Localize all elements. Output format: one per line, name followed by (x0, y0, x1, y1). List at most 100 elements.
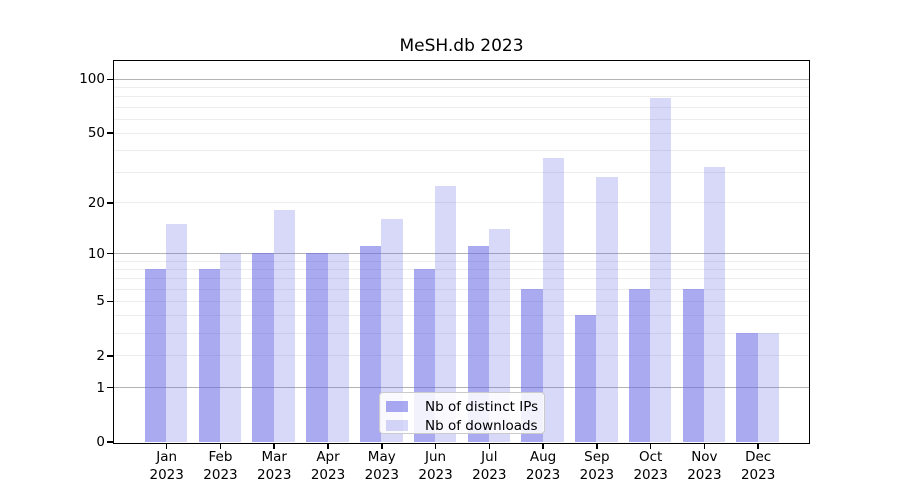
x-tick-month: Jun (425, 449, 447, 465)
x-tick-label-aug: Aug 2023 (511, 449, 575, 484)
minor-gridline-50 (114, 132, 809, 134)
x-tick-year: 2023 (364, 466, 399, 483)
bar-jan-downloads (166, 223, 188, 442)
x-tick-month: Jan (156, 449, 178, 465)
minor-gridline-4 (114, 315, 809, 317)
bar-jan-distinct-ips (144, 268, 167, 442)
bar-feb-distinct-ips (198, 268, 220, 442)
bar-sep-downloads (596, 177, 618, 442)
x-tick-year: 2023 (310, 466, 346, 483)
x-tick-label-apr: Apr 2023 (296, 449, 360, 484)
x-tick-mark-sep (596, 444, 598, 449)
x-tick-year: 2023 (203, 466, 238, 483)
x-tick-year: 2023 (149, 466, 184, 483)
x-tick-mark-jan (165, 444, 168, 449)
y-tick-mark-2 (107, 355, 113, 357)
x-tick-month: Oct (638, 449, 663, 465)
y-tick-mark-0 (107, 441, 113, 443)
minor-gridline-60 (114, 118, 809, 120)
minor-gridline-2 (114, 355, 809, 357)
x-tick-mark-dec (757, 444, 759, 449)
x-tick-year: 2023 (257, 466, 292, 483)
minor-gridline-7 (114, 278, 809, 280)
y-tick-mark-10 (107, 252, 113, 255)
minor-gridline-8 (114, 268, 809, 270)
minor-gridline-3 (114, 332, 809, 334)
bar-aug-downloads (542, 157, 564, 442)
legend-swatch-downloads (386, 420, 408, 431)
y-tick-label-0: 0 (96, 434, 105, 451)
x-tick-month: May (367, 449, 396, 465)
major-gridline-100 (114, 78, 809, 80)
y-tick-mark-1 (107, 386, 113, 389)
x-tick-month: Feb (208, 449, 233, 465)
x-tick-mark-aug (542, 444, 544, 449)
legend-swatch-distinct-ips (386, 401, 408, 412)
x-tick-mark-feb (219, 444, 222, 449)
x-tick-label-may: May 2023 (350, 449, 414, 484)
bar-oct-downloads (650, 98, 672, 442)
y-tick-label-10: 10 (87, 245, 105, 262)
minor-gridline-30 (114, 171, 809, 173)
legend-label-distinct-ips: Nb of distinct IPs (425, 398, 539, 415)
bar-sep-distinct-ips (575, 315, 597, 442)
legend-item-downloads: Nb of downloads (386, 416, 538, 435)
x-tick-month: Sep (584, 449, 610, 465)
x-tick-label-nov: Nov 2023 (672, 449, 736, 484)
bar-nov-distinct-ips (682, 288, 704, 442)
x-tick-label-dec: Dec 2023 (726, 449, 790, 484)
y-tick-mark-50 (107, 132, 113, 134)
x-tick-label-jan: Jan 2023 (135, 449, 199, 484)
legend-item-distinct-ips: Nb of distinct IPs (386, 397, 538, 416)
x-tick-mark-jul (488, 444, 491, 449)
major-gridline-10 (114, 253, 809, 255)
x-tick-month: Dec (745, 449, 772, 465)
x-tick-month: Aug (529, 449, 557, 465)
y-tick-label-5: 5 (96, 293, 105, 310)
bar-jun-downloads (435, 185, 457, 442)
y-tick-mark-100 (107, 78, 113, 81)
bar-nov-downloads (703, 166, 726, 442)
x-tick-label-jun: Jun 2023 (404, 449, 468, 484)
legend: Nb of distinct IPs Nb of downloads (379, 392, 545, 434)
minor-gridline-20 (114, 202, 809, 204)
x-tick-label-sep: Sep 2023 (565, 449, 629, 484)
x-tick-label-oct: Oct 2023 (619, 449, 683, 484)
major-gridline-1 (114, 387, 809, 389)
bar-may-distinct-ips (359, 246, 382, 442)
minor-gridline-70 (114, 106, 809, 108)
x-tick-mark-nov (703, 444, 706, 449)
y-tick-label-50: 50 (87, 125, 105, 142)
y-tick-mark-20 (107, 202, 113, 204)
x-tick-mark-jun (434, 444, 437, 449)
bar-may-downloads (381, 219, 403, 442)
minor-gridline-6 (114, 288, 809, 290)
y-tick-label-1: 1 (96, 379, 105, 396)
x-tick-year: 2023 (740, 466, 776, 483)
x-tick-year: 2023 (418, 466, 453, 483)
y-tick-label-2: 2 (96, 347, 105, 364)
x-tick-label-feb: Feb 2023 (188, 449, 252, 484)
bar-apr-downloads (327, 253, 349, 442)
bar-feb-downloads (219, 253, 242, 442)
bar-mar-downloads (273, 210, 296, 442)
x-tick-mark-apr (327, 444, 329, 449)
bar-dec-downloads (757, 332, 779, 442)
bar-oct-distinct-ips (628, 288, 651, 442)
x-tick-year: 2023 (525, 466, 561, 483)
x-tick-year: 2023 (633, 466, 668, 483)
x-tick-year: 2023 (472, 466, 507, 483)
x-tick-label-jul: Jul 2023 (457, 449, 521, 484)
bar-apr-distinct-ips (306, 253, 328, 442)
minor-gridline-40 (114, 149, 809, 151)
x-tick-year: 2023 (687, 466, 722, 483)
bar-jul-downloads (488, 228, 511, 442)
plot-area (113, 60, 810, 444)
x-tick-label-mar: Mar 2023 (242, 449, 306, 484)
bar-dec-distinct-ips (736, 332, 758, 442)
x-tick-month: Mar (261, 449, 287, 465)
y-tick-mark-5 (107, 300, 113, 303)
x-tick-year: 2023 (579, 466, 615, 483)
x-tick-month: Jul (481, 449, 498, 465)
